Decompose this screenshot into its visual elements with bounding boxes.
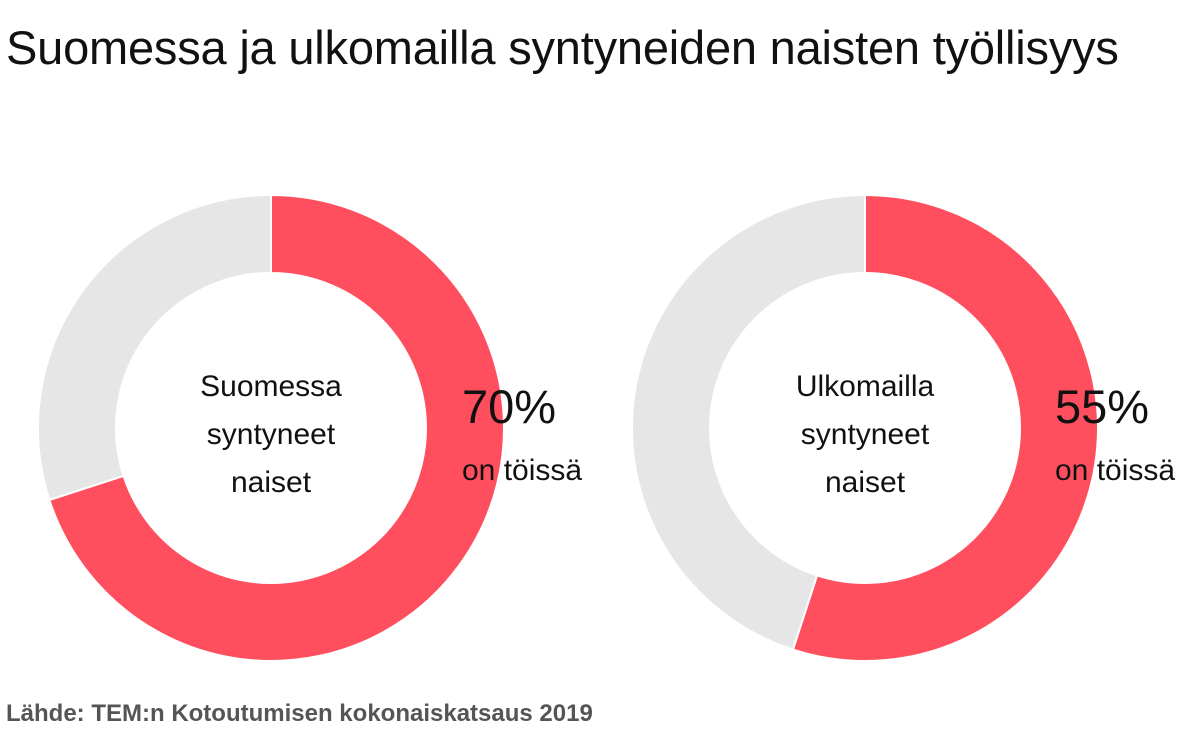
donut-center-label-line-1: Suomessa (200, 370, 342, 403)
donut-chart-foreign-born: Ulkomailla syntyneet naiset 55% on töiss… (631, 193, 1175, 662)
donut-slice-remainder (631, 193, 866, 651)
donut-slice-remainder (37, 193, 272, 502)
donut-value-label: 70% (462, 380, 556, 433)
donut-value-label: 55% (1055, 380, 1149, 433)
donut-chart-finland-born: Suomessa syntyneet naiset 70% on töissä (37, 193, 582, 662)
donut-center-label-line-2: syntyneet (801, 418, 930, 451)
donut-value-sublabel: on töissä (1055, 454, 1175, 487)
donut-slice-employed (48, 193, 505, 662)
donut-center-label-line-1: Ulkomailla (796, 370, 935, 403)
donut-center-label-line-2: syntyneet (207, 418, 336, 451)
source-note: Lähde: TEM:n Kotoutumisen kokonaiskatsau… (6, 700, 593, 727)
donut-value-sublabel: on töissä (462, 454, 582, 487)
donut-center-label-line-3: naiset (231, 466, 312, 499)
chart-title: Suomessa ja ulkomailla syntyneiden naist… (6, 21, 1119, 74)
donut-center-label-line-3: naiset (825, 466, 906, 499)
donut-slice-employed (791, 193, 1099, 662)
